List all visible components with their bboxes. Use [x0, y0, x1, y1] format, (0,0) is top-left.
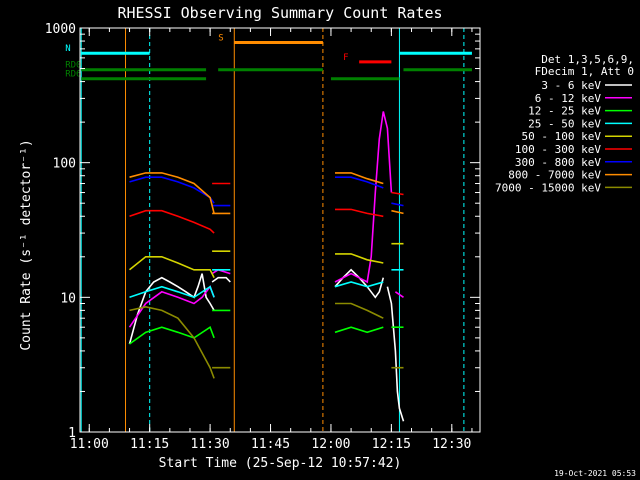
- plot-frame: [79, 27, 481, 433]
- legend-entry-label: 300 - 800 keV: [515, 156, 601, 169]
- legend-entry-label: 12 - 25 keV: [528, 105, 601, 118]
- series-line: [335, 208, 384, 218]
- x-tick-label: 12:30: [432, 437, 471, 452]
- legend-header: Det 1,3,5,6,9,: [541, 53, 634, 66]
- legend-entry-label: 25 - 50 keV: [528, 117, 601, 130]
- series-line: [129, 209, 215, 234]
- legend: Det 1,3,5,6,9,FDecim 1, Att 03 - 6 keV6 …: [495, 53, 634, 194]
- series-line: [129, 325, 215, 345]
- y-axis-label: Count Rate (s⁻¹ detector⁻¹): [19, 139, 34, 350]
- series-line: [391, 191, 404, 196]
- legend-entry-label: 7000 - 15000 keV: [495, 181, 601, 194]
- legend-entry-label: 100 - 300 keV: [515, 143, 601, 156]
- series-line: [211, 276, 231, 283]
- series-line: [335, 172, 384, 185]
- series-line: [391, 209, 404, 215]
- series-line: [334, 281, 384, 288]
- x-tick-label: 11:00: [70, 437, 109, 452]
- flag-bar-label: S: [218, 34, 223, 44]
- x-tick-label: 11:15: [130, 437, 169, 452]
- legend-entry-label: 3 - 6 keV: [541, 79, 601, 92]
- x-tick-label: 12:15: [372, 437, 411, 452]
- series-line: [129, 285, 215, 299]
- y-tick-label: 1000: [45, 22, 76, 37]
- legend-entry-label: 6 - 12 keV: [535, 92, 602, 105]
- legend-header: FDecim 1, Att 0: [535, 65, 634, 78]
- legend-entry-label: 50 - 100 keV: [522, 130, 602, 143]
- y-tick-label: 1: [68, 426, 76, 441]
- series-line: [129, 172, 215, 214]
- series-line: [391, 202, 404, 207]
- flag-bar-label: RD6: [65, 70, 81, 80]
- x-tick-label: 11:45: [251, 437, 290, 452]
- series-line: [334, 111, 393, 284]
- series-line: [394, 291, 404, 298]
- series-line: [128, 255, 215, 279]
- series-line: [129, 305, 215, 379]
- flag-bar-label: RD0: [65, 61, 81, 71]
- series-line: [386, 286, 405, 422]
- flag-bar-label: F: [343, 53, 348, 63]
- series-line: [335, 302, 384, 319]
- legend-entry-label: 800 - 7000 keV: [508, 169, 601, 182]
- footer-date: 19-Oct-2021 05:53: [554, 469, 636, 478]
- chart-title: RHESSI Observing Summary Count Rates: [117, 4, 442, 22]
- y-tick-label: 10: [60, 291, 76, 306]
- x-axis-label: Start Time (25-Sep-12 10:57:42): [159, 456, 402, 471]
- series-line: [335, 176, 384, 189]
- series-line: [334, 326, 384, 334]
- y-tick-label: 100: [53, 157, 76, 172]
- x-tick-label: 12:00: [311, 437, 350, 452]
- axes: 11:00 11:15 11:30 11:45 12:00 12:15 12:30 1 10 10…: [45, 22, 481, 452]
- flag-bar-label: N: [65, 44, 70, 54]
- x-tick-label: 11:30: [191, 437, 230, 452]
- series-line: [335, 253, 384, 264]
